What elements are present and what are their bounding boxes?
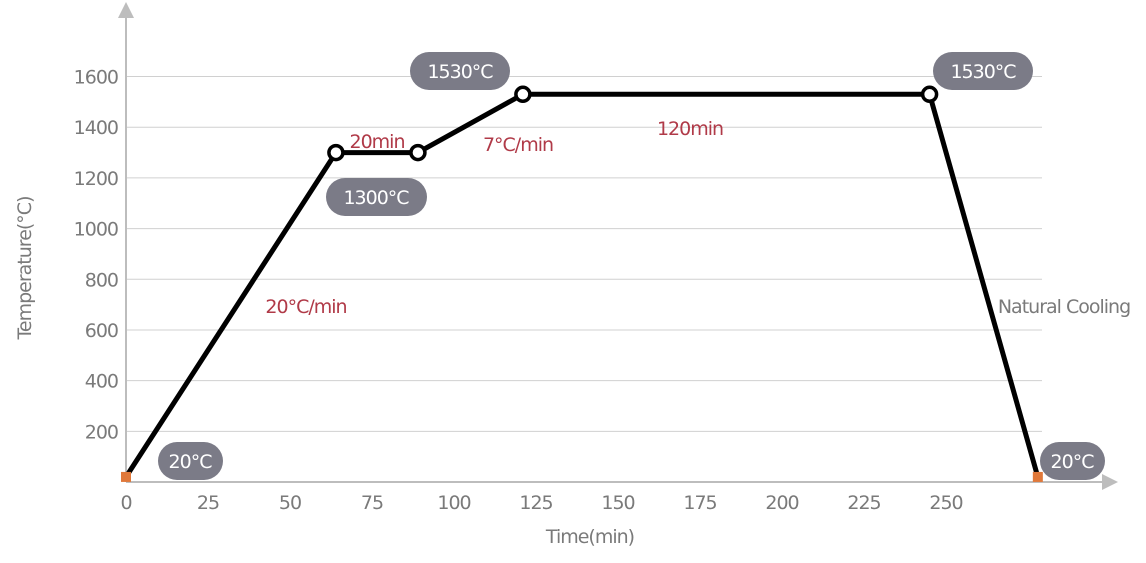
x-tick-label: 50 [279,492,301,514]
series-layer [121,85,1043,482]
svg-text:1530°C: 1530°C [950,61,1016,83]
series-line [123,91,1041,479]
x-tick-label: 125 [519,492,552,514]
badge-hold-1-temp: 1300°C [326,178,427,216]
annotation-hold-2: 120min [657,118,723,140]
data-point [514,85,532,104]
badge-hold-2-end-temp: 1530°C [933,52,1033,90]
annotations: 20°C/min 20min 7°C/min 120min Natural Co… [265,118,1131,318]
y-axis-title: Temperature(°C) [14,197,36,341]
x-tick-label: 175 [683,492,716,514]
svg-text:1530°C: 1530°C [427,61,493,83]
y-tick-label: 800 [85,269,118,291]
x-axis-title: Time(min) [545,526,634,548]
x-tick-label: 200 [765,492,798,514]
annotation-ramp-rate-2: 7°C/min [483,134,553,156]
y-tick-label: 1200 [74,168,118,190]
value-badges: 20°C 1300°C 1530°C 1530°C 20°C [158,52,1105,480]
x-tick-label: 0 [120,492,131,514]
axes [118,2,1118,490]
annotation-natural-cooling: Natural Cooling [998,296,1130,318]
badge-hold-2-start-temp: 1530°C [410,52,510,90]
badge-start-temp: 20°C [158,442,223,480]
endpoint-marker [1032,471,1043,482]
x-tick-label: 150 [601,492,634,514]
annotation-hold-1: 20min [349,131,404,153]
y-tick-label: 1600 [74,67,118,89]
data-point [409,143,427,162]
y-tick-label: 600 [85,320,118,342]
y-tick-labels: 200 400 600 800 1000 1200 1400 1600 [74,67,119,444]
x-tick-labels: 0 25 50 75 100 125 150 175 200 225 250 [120,492,963,514]
svg-text:20°C: 20°C [169,451,213,473]
x-tick-label: 250 [929,492,962,514]
data-point [327,143,345,162]
svg-text:20°C: 20°C [1051,451,1095,473]
x-tick-label: 25 [197,492,219,514]
y-tick-label: 400 [85,371,118,393]
badge-end-temp: 20°C [1040,442,1105,480]
x-tick-label: 100 [437,492,470,514]
svg-text:1300°C: 1300°C [343,187,409,209]
data-point [920,85,939,104]
annotation-ramp-rate-1: 20°C/min [265,296,346,318]
grid-lines [126,76,1042,432]
x-axis-arrow-icon [1102,474,1118,490]
x-tick-label: 225 [847,492,880,514]
y-axis-arrow-icon [118,2,134,18]
y-tick-label: 1400 [74,117,118,139]
endpoint-marker [121,471,131,482]
x-tick-label: 75 [361,492,383,514]
y-tick-label: 1000 [74,219,118,241]
y-tick-label: 200 [85,421,118,443]
